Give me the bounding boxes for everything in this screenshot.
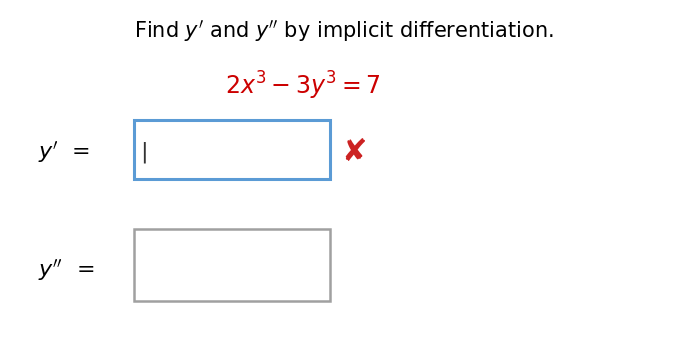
FancyBboxPatch shape [134, 229, 330, 301]
Text: ✘: ✘ [341, 137, 367, 167]
Text: Find $y'$ and $y''$ by implicit differentiation.: Find $y'$ and $y''$ by implicit differen… [134, 18, 554, 44]
Text: $y''$  =: $y''$ = [38, 257, 94, 283]
Text: $2x^3 - 3y^3 = 7$: $2x^3 - 3y^3 = 7$ [225, 70, 380, 102]
Text: $y'$  =: $y'$ = [38, 139, 90, 165]
Text: |: | [140, 141, 147, 163]
FancyBboxPatch shape [134, 120, 330, 179]
